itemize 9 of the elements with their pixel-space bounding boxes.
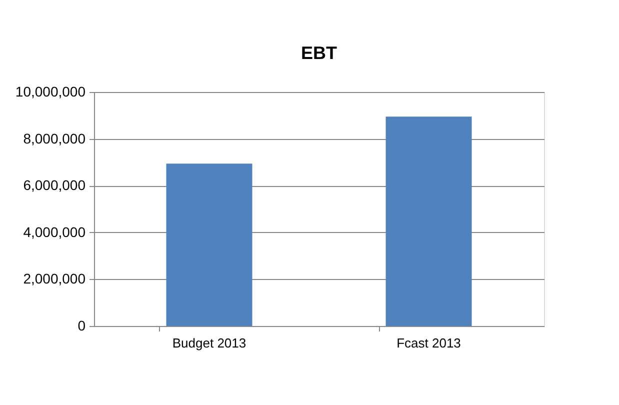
x-tick-label: Fcast 2013 [396,336,461,350]
chart-title: EBT [301,43,338,63]
y-tick-label: 4,000,000 [23,224,86,240]
y-tick-label: 0 [78,318,86,334]
y-tick-label: 2,000,000 [23,270,86,287]
y-tick-label: 8,000,000 [23,130,86,146]
x-tick-label: Budget 2013 [172,336,246,350]
y-tick-label: 10,000,000 [15,84,86,100]
y-tick-label: 6,000,000 [23,177,86,194]
